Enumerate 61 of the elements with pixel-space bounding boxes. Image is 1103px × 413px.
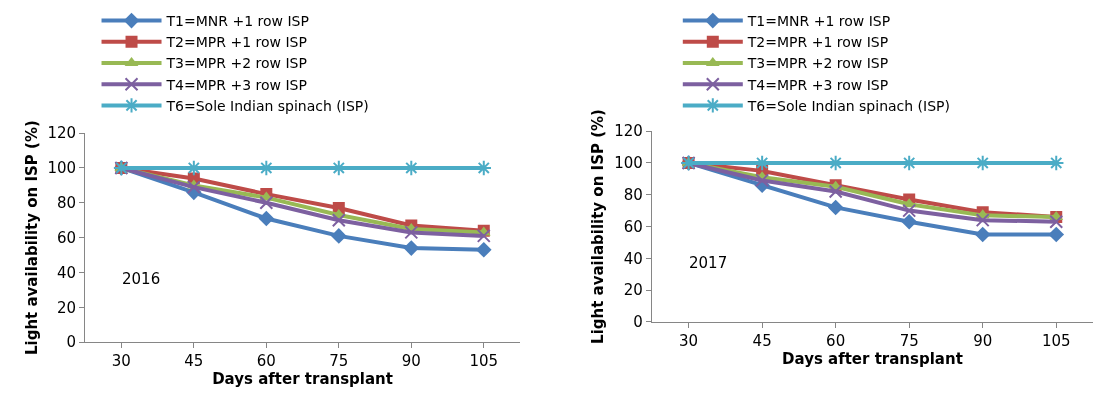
point <box>901 213 917 230</box>
x-tick-label: 75 <box>899 331 919 350</box>
point <box>331 213 346 228</box>
x-tick-label: 75 <box>329 352 349 371</box>
y-tick-label: 100 <box>47 159 77 178</box>
y-tick-label: 0 <box>633 313 643 332</box>
y-tick-label: 40 <box>57 263 77 282</box>
legend-label: T6=Sole Indian spinach (ISP) <box>746 97 950 114</box>
y-tick-label: 60 <box>57 228 77 247</box>
point <box>186 180 201 195</box>
x-tick-label: 45 <box>184 352 204 371</box>
legend-label: T4=MPR +3 row ISP <box>746 76 889 93</box>
point <box>404 225 419 240</box>
x-tick-label: 60 <box>826 331 846 350</box>
point <box>828 184 843 199</box>
point <box>902 203 917 218</box>
x-tick-label: 90 <box>401 352 421 371</box>
legend-label: T1=MNR +1 row ISP <box>165 13 309 30</box>
legend-label: T6=Sole Indian spinach (ISP) <box>165 97 369 114</box>
x-tick-label: 105 <box>469 352 499 371</box>
y-tick-label: 40 <box>623 249 643 268</box>
y-tick-label: 80 <box>57 194 77 213</box>
x-axis-title: Days after transplant <box>212 370 393 389</box>
y-tick-label: 60 <box>623 217 643 236</box>
x-tick-label: 60 <box>256 352 276 371</box>
point <box>475 242 492 258</box>
legend-label: T1=MNR +1 row ISP <box>746 13 891 30</box>
point <box>755 173 770 188</box>
x-tick-label: 90 <box>973 331 993 350</box>
y-tick-label: 20 <box>623 281 643 300</box>
legend-label: T3=MPR +2 row ISP <box>746 55 889 72</box>
x-axis-title: Days after transplant <box>782 349 963 368</box>
y-tick-label: 20 <box>57 298 77 317</box>
y-tick-label: 80 <box>623 185 643 204</box>
y-tick-label: 0 <box>66 333 77 352</box>
x-tick-label: 105 <box>1041 331 1071 350</box>
point <box>476 228 491 243</box>
y-axis-title: Light availability on ISP (%) <box>22 120 41 356</box>
x-tick-label: 45 <box>752 331 772 350</box>
point <box>975 213 990 228</box>
point <box>403 240 420 256</box>
y-axis-title: Light availability on ISP (%) <box>589 109 608 344</box>
point <box>258 210 275 227</box>
legend-label: T4=MPR +3 row ISP <box>165 76 307 93</box>
point <box>827 199 844 216</box>
annotation: 2017 <box>689 254 728 272</box>
x-tick-label: 30 <box>111 352 131 371</box>
point <box>259 195 274 210</box>
x-tick-label: 30 <box>679 331 699 350</box>
legend-label: T2=MPR +1 row ISP <box>746 34 889 51</box>
annotation: 2016 <box>122 270 161 288</box>
legend-label: T2=MPR +1 row ISP <box>165 34 307 51</box>
legend-label: T3=MPR +2 row ISP <box>165 55 307 72</box>
y-tick-label: 120 <box>614 122 643 141</box>
y-tick-label: 100 <box>614 154 643 173</box>
point <box>1048 226 1065 243</box>
point <box>974 226 991 243</box>
point <box>1049 214 1064 229</box>
point <box>1048 154 1065 172</box>
y-tick-label: 120 <box>47 124 77 143</box>
point <box>331 228 347 244</box>
